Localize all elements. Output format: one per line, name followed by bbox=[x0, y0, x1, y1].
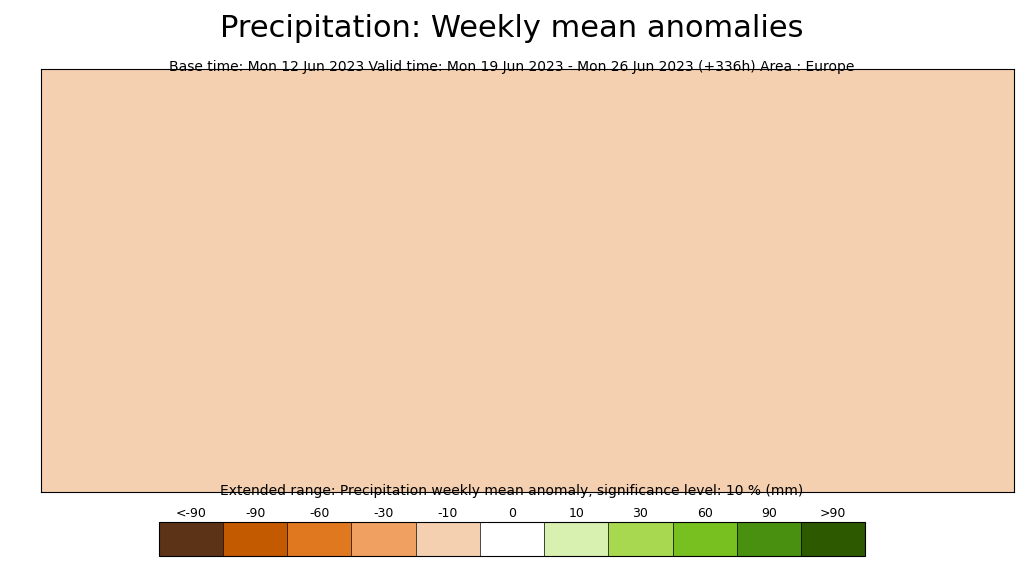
Text: 0: 0 bbox=[508, 507, 516, 520]
Text: -10: -10 bbox=[437, 507, 458, 520]
Text: 90: 90 bbox=[761, 507, 777, 520]
Text: Base time: Mon 12 Jun 2023 Valid time: Mon 19 Jun 2023 - Mon 26 Jun 2023 (+336h): Base time: Mon 12 Jun 2023 Valid time: M… bbox=[169, 60, 855, 74]
Text: Extended range: Precipitation weekly mean anomaly, significance level: 10 % (mm): Extended range: Precipitation weekly mea… bbox=[220, 484, 804, 498]
Text: 60: 60 bbox=[696, 507, 713, 520]
Text: 10: 10 bbox=[568, 507, 584, 520]
Text: 30: 30 bbox=[633, 507, 648, 520]
Text: -60: -60 bbox=[309, 507, 330, 520]
Text: >90: >90 bbox=[820, 507, 847, 520]
Text: <-90: <-90 bbox=[175, 507, 206, 520]
Text: -30: -30 bbox=[374, 507, 393, 520]
Text: Precipitation: Weekly mean anomalies: Precipitation: Weekly mean anomalies bbox=[220, 14, 804, 43]
Text: -90: -90 bbox=[245, 507, 265, 520]
